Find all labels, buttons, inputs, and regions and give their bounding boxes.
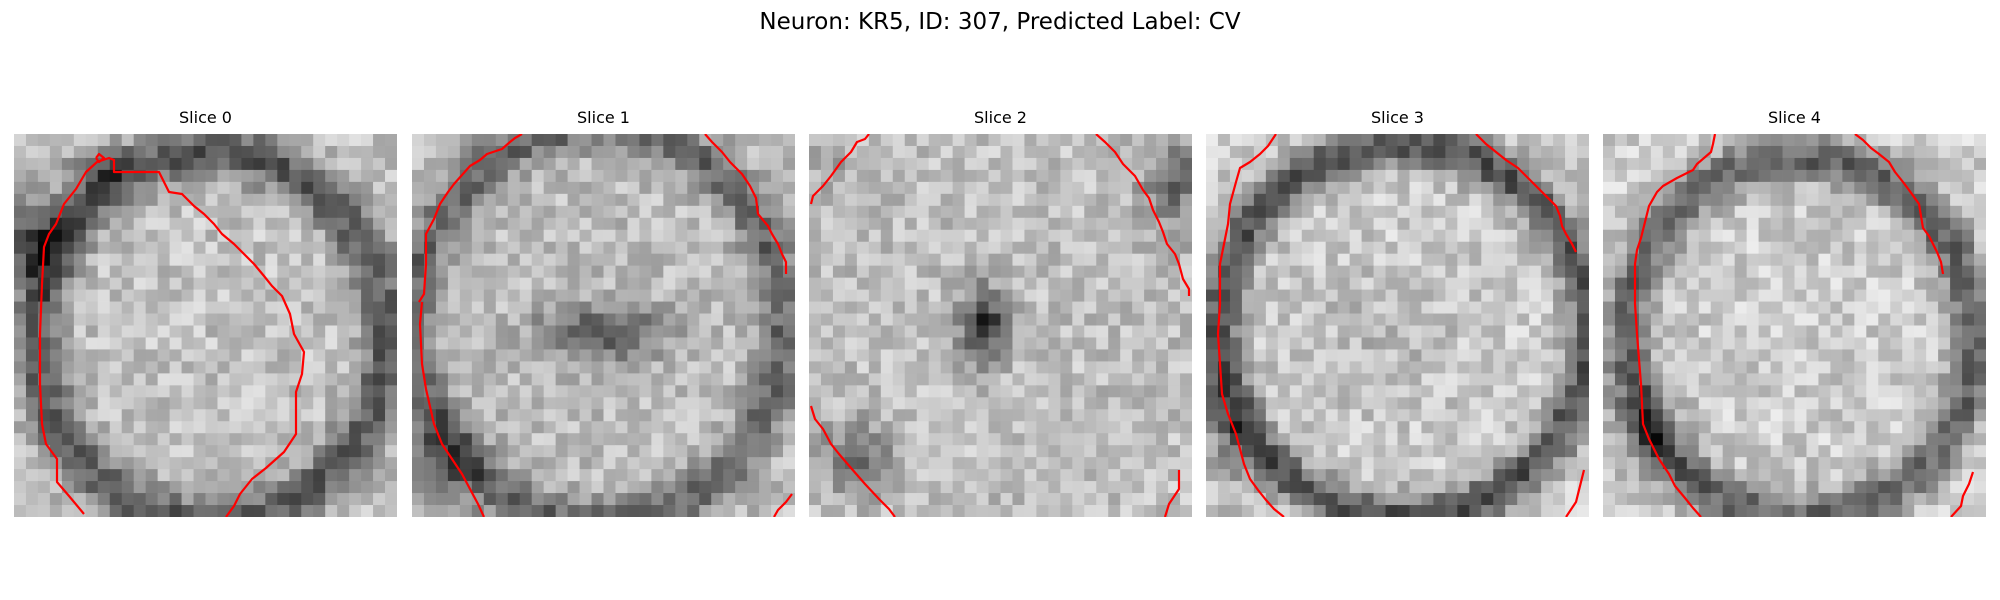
micrograph-pixels <box>14 134 397 517</box>
micrograph-pixels <box>809 134 1192 517</box>
slice-title-2: Slice 2 <box>974 108 1027 127</box>
segmentation-contour <box>809 405 896 517</box>
slice-image-1 <box>412 134 795 517</box>
slice-title-0: Slice 0 <box>179 108 232 127</box>
slice-panel-0: Slice 0 <box>14 108 397 517</box>
slice-title-3: Slice 3 <box>1371 108 1424 127</box>
segmentation-contour <box>1950 471 1975 517</box>
segmentation-contour <box>1095 134 1191 296</box>
segmentation-contour <box>809 134 870 205</box>
slice-image-4 <box>1603 134 1986 517</box>
segmentation-contour <box>1854 134 1945 275</box>
segmentation-contour <box>38 156 306 517</box>
segmentation-contour <box>1633 134 1717 517</box>
micrograph-pixels <box>1206 134 1589 517</box>
segmentation-contour <box>1163 470 1181 517</box>
segmentation-contour <box>704 134 788 274</box>
figure-title: Neuron: KR5, ID: 307, Predicted Label: C… <box>759 9 1241 35</box>
segmentation-contour <box>95 152 106 164</box>
slice-panel-3: Slice 3 <box>1206 108 1589 517</box>
slice-image-2 <box>809 134 1192 517</box>
slice-title-1: Slice 1 <box>577 108 630 127</box>
slice-image-3 <box>1206 134 1589 517</box>
segmentation-contour <box>418 301 485 517</box>
slice-panel-2: Slice 2 <box>809 108 1192 517</box>
slice-panel-1: Slice 1 <box>412 108 795 517</box>
segmentation-contour <box>1216 134 1285 517</box>
segmentation-contour <box>1475 134 1577 253</box>
slice-image-0 <box>14 134 397 517</box>
segmentation-contour <box>773 493 793 517</box>
slice-title-4: Slice 4 <box>1768 108 1821 127</box>
micrograph-pixels <box>412 134 795 517</box>
segmentation-contour <box>418 134 523 303</box>
slice-panel-4: Slice 4 <box>1603 108 1986 517</box>
segmentation-contour <box>1565 469 1586 517</box>
